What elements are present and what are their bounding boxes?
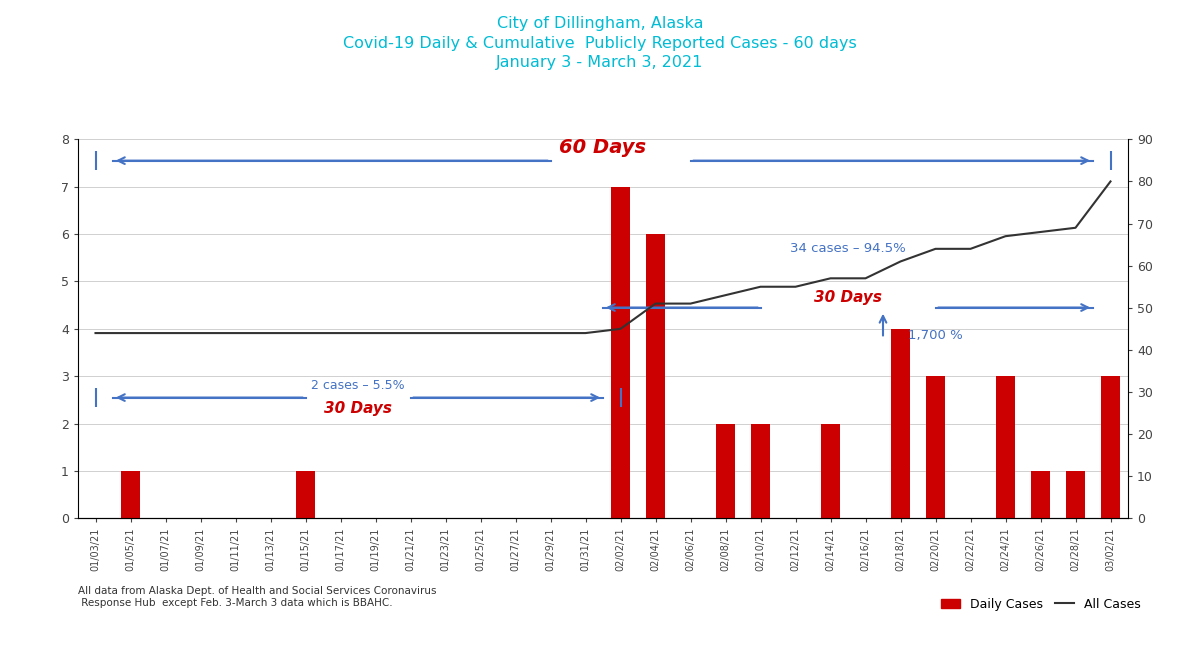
Text: 2 cases – 5.5%: 2 cases – 5.5% [311, 379, 404, 392]
Bar [121, 471, 140, 518]
Bar [1066, 471, 1085, 518]
Text: 1,700 %: 1,700 % [907, 329, 962, 342]
Text: Covid-19 Daily & Cumulative  Publicly Reported Cases - 60 days: Covid-19 Daily & Cumulative Publicly Rep… [343, 36, 857, 51]
Legend: Daily Cases, All Cases: Daily Cases, All Cases [936, 593, 1146, 616]
Bar [996, 376, 1015, 518]
Bar [821, 424, 840, 518]
Text: 30 Days: 30 Days [324, 401, 392, 417]
Text: 34 cases – 94.5%: 34 cases – 94.5% [790, 242, 906, 255]
Text: City of Dillingham, Alaska: City of Dillingham, Alaska [497, 16, 703, 31]
Bar [646, 234, 665, 518]
Text: January 3 - March 3, 2021: January 3 - March 3, 2021 [497, 55, 703, 70]
Bar [1100, 376, 1120, 518]
Text: 60 Days: 60 Days [559, 138, 647, 157]
Text: 30 Days: 30 Days [814, 290, 882, 305]
Bar [611, 187, 630, 518]
Bar [716, 424, 736, 518]
Bar [751, 424, 770, 518]
Text: All data from Alaska Dept. of Health and Social Services Coronavirus
 Response H: All data from Alaska Dept. of Health and… [78, 586, 437, 608]
Bar [296, 471, 316, 518]
Bar [1031, 471, 1050, 518]
Bar [926, 376, 946, 518]
Bar [890, 329, 910, 518]
